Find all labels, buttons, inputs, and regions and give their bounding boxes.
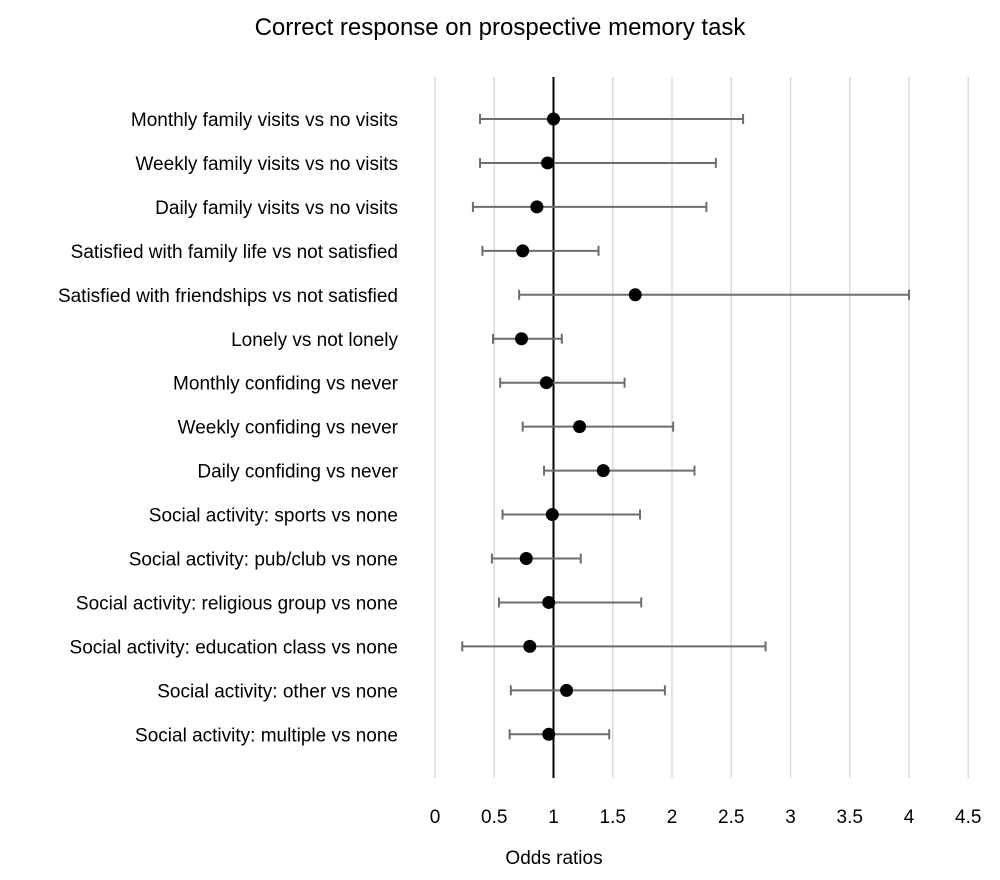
forest-row: Social activity: multiple vs none [135, 725, 611, 746]
category-label: Weekly family visits vs no visits [135, 154, 398, 175]
forest-row: Weekly confiding vs never [178, 418, 675, 439]
category-label: Social activity: education class vs none [70, 637, 398, 658]
forest-row: Social activity: other vs none [157, 681, 666, 702]
x-tick-label: 0.5 [481, 807, 507, 828]
odds-ratio-point [560, 683, 574, 697]
x-tick-label: 1.5 [600, 807, 626, 828]
gridlines [434, 77, 969, 778]
chart-title: Correct response on prospective memory t… [254, 14, 746, 41]
category-label: Monthly confiding vs never [173, 374, 399, 395]
x-tick-label: 4 [904, 807, 915, 828]
forest-row: Social activity: education class vs none [70, 637, 767, 658]
category-label: Social activity: multiple vs none [135, 725, 398, 746]
category-label: Monthly family visits vs no visits [131, 110, 398, 131]
x-axis-label: Odds ratios [505, 848, 603, 869]
forest-row: Satisfied with friendships vs not satisf… [58, 286, 910, 307]
x-tick-label: 1 [548, 807, 559, 828]
odds-ratio-point [542, 727, 556, 741]
category-label: Lonely vs not lonely [231, 330, 398, 351]
category-label: Social activity: other vs none [157, 681, 398, 702]
forest-row: Social activity: sports vs none [149, 506, 642, 527]
forest-row: Daily confiding vs never [197, 462, 696, 483]
x-tick-label: 2.5 [718, 807, 744, 828]
forest-row: Weekly family visits vs no visits [135, 154, 717, 175]
category-label: Social activity: pub/club vs none [129, 550, 398, 571]
forest-row: Daily family visits vs no visits [155, 198, 708, 219]
category-label: Social activity: sports vs none [149, 506, 398, 527]
x-tick-label: 4.5 [955, 807, 981, 828]
category-label: Daily family visits vs no visits [155, 198, 398, 219]
odds-ratio-point [523, 639, 537, 653]
odds-ratio-point [547, 112, 560, 126]
category-label: Satisfied with friendships vs not satisf… [58, 286, 398, 307]
x-tick-label: 3.5 [837, 807, 863, 828]
forest-row: Lonely vs not lonely [231, 330, 563, 351]
odds-ratio-point [530, 200, 544, 214]
x-axis-ticks: 0 0.5 1 1.5 2 2.5 3 3.5 4 4.5 [430, 807, 982, 828]
odds-ratio-point [596, 464, 610, 478]
odds-ratio-point [519, 552, 533, 565]
odds-ratio-point [541, 156, 555, 170]
odds-ratio-point [573, 420, 587, 434]
category-label: Social activity: religious group vs none [76, 593, 398, 614]
data-rows: Monthly family visits vs no visits Weekly… [58, 110, 910, 746]
forest-row: Social activity: pub/club vs none [129, 550, 582, 571]
x-tick-label: 3 [785, 807, 796, 828]
x-tick-label: 0 [430, 807, 441, 828]
forest-row: Satisfied with family life vs not satisf… [71, 242, 600, 263]
odds-ratio-point [516, 244, 530, 258]
forest-row: Social activity: religious group vs none [76, 593, 643, 614]
forest-row: Monthly confiding vs never [173, 374, 626, 395]
odds-ratio-point [545, 508, 559, 522]
category-label: Daily confiding vs never [197, 462, 398, 483]
odds-ratio-point [515, 332, 529, 346]
odds-ratio-point [542, 595, 556, 609]
forest-row: Monthly family visits vs no visits [131, 110, 745, 131]
odds-ratio-point [539, 376, 553, 390]
x-tick-label: 2 [667, 807, 678, 828]
category-label: Weekly confiding vs never [178, 418, 399, 439]
odds-ratio-point [628, 288, 642, 302]
category-label: Satisfied with family life vs not satisf… [71, 242, 398, 263]
